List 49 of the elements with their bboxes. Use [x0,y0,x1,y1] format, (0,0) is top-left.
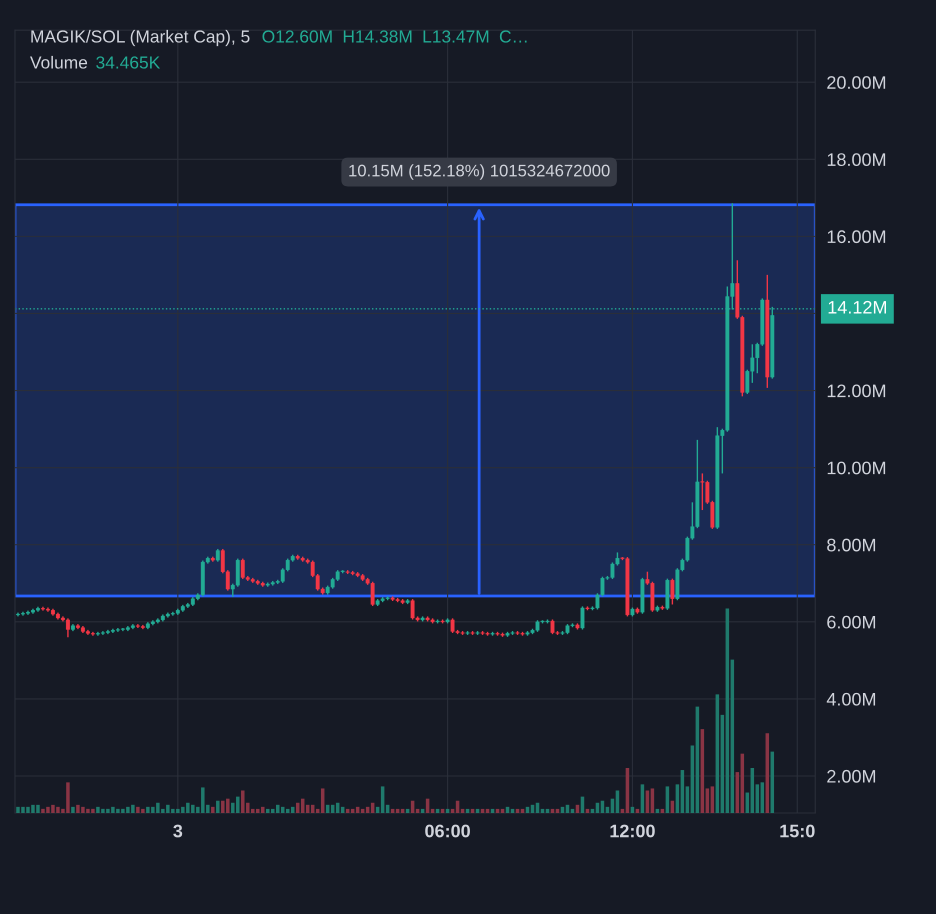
bar [446,808,450,814]
y-tick-label: 2.00M [827,770,876,783]
x-tick-label: 15:0 [780,824,815,838]
chart-title: MAGIK/SOL (Market Cap), 5 [31,30,250,46]
bar [766,733,770,814]
candlestick [580,606,584,630]
x-tick-label: 12:00 [610,824,655,838]
bar [466,808,470,814]
bar [656,808,660,814]
annotation: O12.60M [262,30,332,43]
annotation: C… [500,30,527,43]
annotation: H14.38M [344,30,412,43]
chart-title: Volume [30,56,88,69]
y-tick-label: 4.00M [826,692,876,706]
y-tick-label: 10.00M [828,462,886,474]
bar [211,806,215,814]
annotation: L13.47M [424,30,488,43]
bar [436,808,440,814]
bar [580,796,584,814]
y-tick-label: 20.00M [827,76,886,89]
bar [636,808,640,814]
candlestick [670,578,674,606]
annotation: 34.465K [96,56,160,69]
bar [476,808,480,814]
bar [660,808,664,814]
y-tick-label: 12.00M [828,384,886,398]
candlestick [216,548,220,562]
bar [406,808,410,814]
bar [586,808,590,814]
bar [490,808,494,814]
bar [216,800,220,814]
y-tick-label: 8.00M [827,538,876,552]
y-tick-label: 6.00M [827,616,876,629]
bar [640,784,644,814]
x-tick-label: 06:00 [425,824,470,838]
bar [666,786,670,814]
ref-line-label: 14.12M [828,300,886,314]
y-tick-label: 16.00M [828,230,886,244]
bar [71,806,75,814]
band-label: 10.15M (152.18%) 1015324672000 [349,164,610,180]
bar [770,752,774,814]
bar [470,808,474,814]
bar [420,808,424,814]
y-tick-label: 18.00M [828,153,886,166]
bar [670,800,674,814]
bar [440,808,444,814]
x-tick-label: 3 [173,824,182,838]
bar [576,804,580,814]
bar [630,806,634,814]
